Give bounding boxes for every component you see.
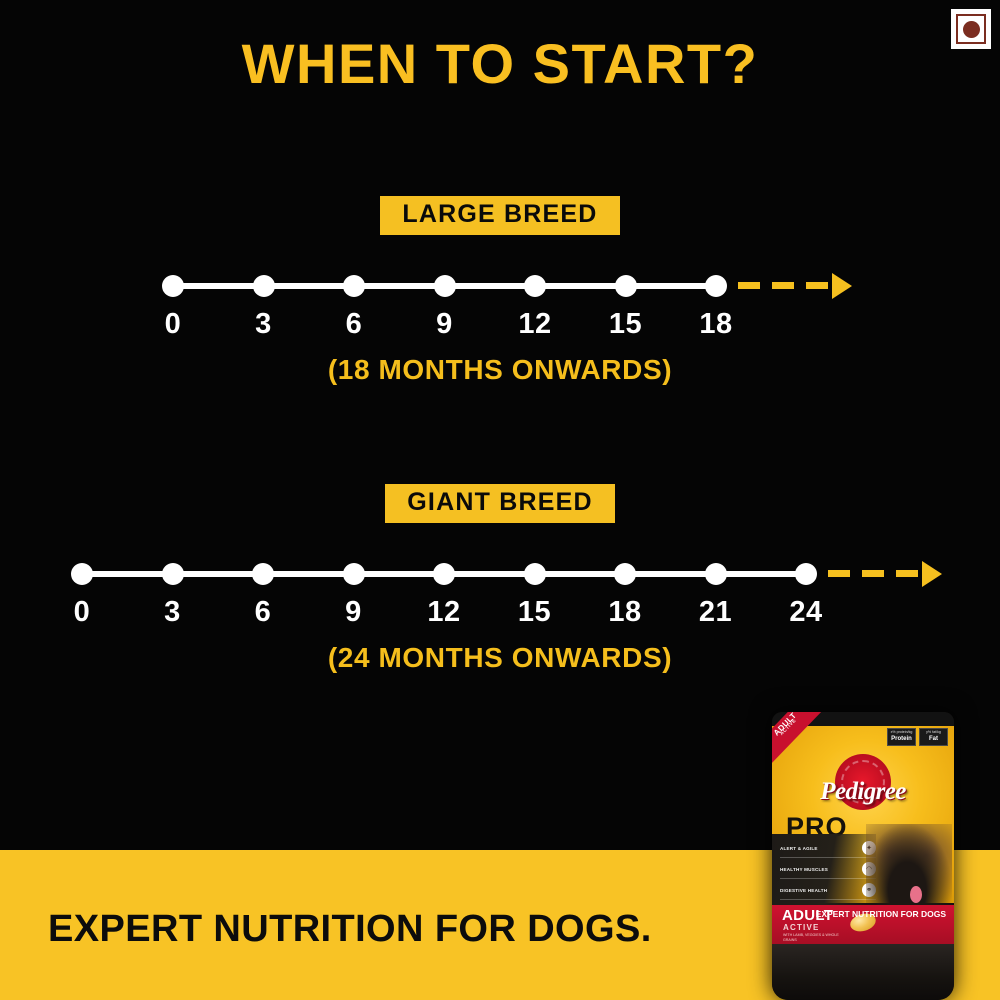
timeline-node bbox=[252, 275, 275, 297]
pack-badge-fat: y% fat/kg Fat bbox=[919, 728, 948, 746]
pack-benefit-list: ALERT & AGILE ✦ HEALTHY MUSCLES ◠ DIGEST… bbox=[780, 839, 876, 902]
page-title: WHEN TO START? bbox=[241, 32, 759, 95]
timeline-node bbox=[433, 563, 455, 585]
breed-block-large: LARGE BREED 0 3 6 9 12 15 18 (18 MONTHS ONWARD… bbox=[0, 196, 1000, 386]
pack-claim-text: EXPERT NUTRITION FOR DOGS bbox=[815, 909, 946, 919]
breed-badge-row: LARGE BREED bbox=[0, 196, 1000, 236]
logo-ring bbox=[956, 14, 986, 44]
timeline-node bbox=[252, 563, 274, 585]
timeline-tick-label: 9 bbox=[436, 308, 453, 340]
timeline-node bbox=[162, 275, 184, 297]
pack-nutrition-badges: x% protein/kg Protein y% fat/kg Fat bbox=[887, 728, 948, 746]
caption-giant-breed: (24 MONTHS ONWARDS) bbox=[327, 642, 673, 673]
breed-badge-row: GIANT BREED bbox=[0, 484, 1000, 524]
pack-benefit-label: HEALTHY MUSCLES bbox=[780, 866, 829, 872]
timeline-node bbox=[433, 275, 456, 297]
timeline-giant-breed: 0 3 6 9 12 15 18 21 24 bbox=[0, 546, 1000, 638]
pack-benefit-label: DIGESTIVE HEALTH bbox=[780, 887, 828, 893]
timeline-node bbox=[343, 275, 365, 297]
timeline-tick-label: 15 bbox=[517, 596, 552, 628]
pack-life-stage-sub: ACTIVE bbox=[783, 923, 820, 932]
product-pack-image: ADULT ACTIVE x% protein/kg Protein y% fa… bbox=[772, 712, 954, 1000]
timeline-tick-label: 6 bbox=[254, 596, 272, 628]
timeline-tick-label: 12 bbox=[427, 596, 461, 628]
pack-benefit-item: HEALTHY MUSCLES ◠ bbox=[780, 860, 876, 879]
timeline-node bbox=[614, 563, 636, 585]
german-shepherd-photo bbox=[866, 824, 952, 916]
pack-variant-text: WITH LAMB, VEGGIES & WHOLE GRAINS bbox=[783, 933, 839, 942]
timeline-large-breed: 0 3 6 9 12 15 18 bbox=[0, 258, 1000, 350]
dog-tongue bbox=[910, 886, 922, 903]
timeline-tick-label: 9 bbox=[345, 596, 362, 628]
timeline-dash bbox=[772, 282, 794, 289]
timeline-tick-label: 12 bbox=[518, 308, 552, 340]
pack-benefit-panel bbox=[772, 834, 876, 906]
pack-bottom-gusset bbox=[772, 944, 954, 1000]
timeline-node bbox=[342, 563, 365, 585]
timeline-node bbox=[614, 275, 637, 297]
pack-benefit-label: ALERT & AGILE bbox=[780, 845, 818, 851]
pack-badge-fat-value: Fat bbox=[929, 736, 938, 742]
logo-dot bbox=[962, 20, 980, 38]
timeline-node bbox=[524, 275, 546, 297]
timeline-tick-label: 3 bbox=[164, 596, 181, 628]
breed-block-giant: GIANT BREED 0 3 6 9 12 15 18 21 24 (24 MONTHS ON… bbox=[0, 484, 1000, 674]
pack-badge-protein-value: Protein bbox=[891, 736, 912, 742]
timeline-dash bbox=[806, 282, 828, 289]
timeline-arrow-icon bbox=[922, 561, 942, 587]
pack-brand-logo: Pedigree bbox=[820, 778, 906, 805]
caption-large-breed: (18 MONTHS ONWARDS) bbox=[327, 354, 673, 385]
pack-badge-fat-caption: y% fat/kg bbox=[926, 730, 941, 734]
breed-badge-large: LARGE BREED bbox=[380, 196, 620, 235]
timeline-tick-label: 21 bbox=[698, 596, 733, 628]
pack-badge-protein-caption: x% protein/kg bbox=[890, 730, 913, 734]
breed-badge-giant: GIANT BREED bbox=[385, 484, 615, 523]
pack-badge-protein: x% protein/kg Protein bbox=[887, 728, 916, 746]
pack-benefit-item: DIGESTIVE HEALTH ⚭ bbox=[780, 881, 876, 900]
timeline-dash bbox=[862, 570, 884, 577]
timeline-tick-label: 0 bbox=[73, 596, 91, 628]
timeline-node bbox=[795, 563, 817, 585]
footer-tagline: EXPERT NUTRITION FOR DOGS. bbox=[48, 908, 652, 950]
pack-benefit-item: ALERT & AGILE ✦ bbox=[780, 839, 876, 858]
timeline-tick-label: 24 bbox=[789, 596, 823, 628]
timeline-tick-label: 6 bbox=[345, 308, 363, 340]
timeline-dash bbox=[896, 570, 918, 577]
timeline-dash bbox=[828, 570, 850, 577]
timeline-node bbox=[523, 563, 546, 585]
pedigree-logo-mark bbox=[951, 9, 991, 49]
timeline-tick-label: 0 bbox=[164, 308, 182, 340]
pack-rosette-icon bbox=[835, 754, 891, 810]
timeline-node bbox=[71, 563, 93, 585]
timeline-arrow-icon bbox=[832, 273, 852, 299]
timeline-dash bbox=[738, 282, 760, 289]
timeline-node bbox=[704, 563, 727, 585]
timeline-tick-label: 15 bbox=[608, 308, 643, 340]
timeline-tick-label: 18 bbox=[699, 308, 733, 340]
timeline-node bbox=[161, 563, 184, 585]
timeline-tick-label: 18 bbox=[608, 596, 642, 628]
timeline-node bbox=[705, 275, 727, 297]
timeline-tick-label: 3 bbox=[255, 308, 272, 340]
pack-life-stage: ADULT bbox=[782, 907, 834, 924]
